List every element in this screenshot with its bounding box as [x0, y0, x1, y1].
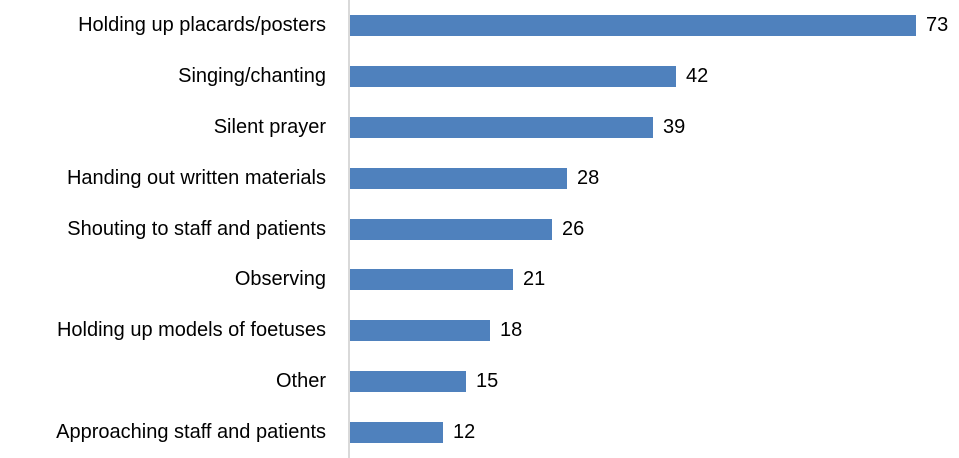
value-label: 73 [926, 13, 949, 36]
bar-area: 12 [337, 421, 959, 444]
chart-row: Shouting to staff and patients 26 [0, 204, 959, 255]
chart-row: Singing/chanting 42 [0, 51, 959, 102]
value-label: 12 [453, 421, 476, 444]
value-label: 26 [562, 217, 585, 240]
bar [350, 65, 676, 87]
category-label: Other [275, 370, 326, 393]
chart-row: Approaching staff and patients 12 [0, 407, 959, 458]
category-label: Handing out written materials [66, 166, 326, 189]
bar [350, 371, 466, 393]
bar-area: 18 [337, 319, 959, 342]
value-label: 28 [577, 166, 600, 189]
chart-row: Holding up placards/posters 73 [0, 0, 959, 51]
category-axis-line [348, 0, 350, 458]
bar [350, 269, 513, 291]
category-label: Holding up models of foetuses [56, 319, 326, 342]
bar [350, 218, 552, 240]
bar [350, 116, 653, 138]
category-label: Silent prayer [213, 115, 326, 138]
value-label: 18 [500, 319, 523, 342]
bar [350, 14, 916, 36]
value-label: 42 [686, 64, 709, 87]
chart-row: Silent prayer 39 [0, 102, 959, 153]
bar [350, 422, 443, 444]
bar [350, 320, 490, 342]
bar-area: 28 [337, 167, 959, 190]
category-label: Shouting to staff and patients [67, 217, 326, 240]
bar-area: 73 [337, 14, 959, 37]
chart-row: Observing 21 [0, 254, 959, 305]
value-label: 39 [663, 115, 686, 138]
bar-area: 42 [337, 65, 959, 88]
category-label: Approaching staff and patients [56, 421, 326, 444]
value-label: 15 [476, 370, 499, 393]
category-label: Holding up placards/posters [78, 13, 326, 36]
chart-row: Holding up models of foetuses 18 [0, 305, 959, 356]
bar-area: 26 [337, 218, 959, 241]
bar-area: 21 [337, 268, 959, 291]
category-label: Observing [234, 268, 326, 291]
bar-area: 15 [337, 370, 959, 393]
chart-row: Handing out written materials 28 [0, 153, 959, 204]
chart-row: Other 15 [0, 356, 959, 407]
bar-area: 39 [337, 116, 959, 139]
value-label: 21 [523, 268, 546, 291]
bar [350, 167, 567, 189]
category-label: Singing/chanting [178, 64, 326, 87]
